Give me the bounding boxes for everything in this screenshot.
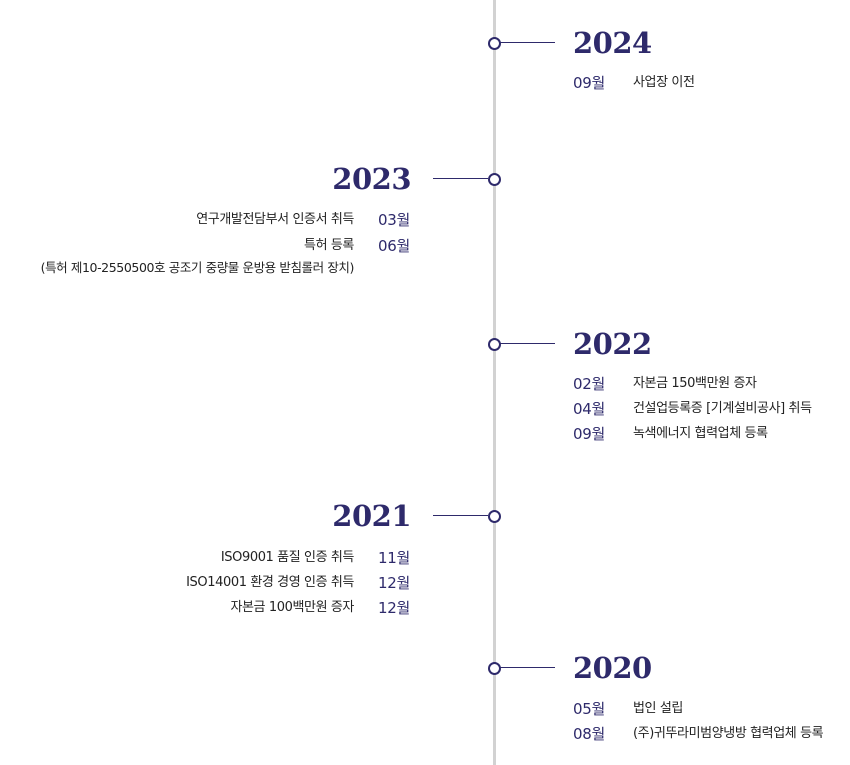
year-heading: 2021 — [332, 499, 411, 533]
timeline-node — [488, 662, 501, 675]
entry-month: 11월 — [378, 549, 410, 567]
entry-text: 자본금 100백만원 증자 — [230, 600, 354, 615]
history-entry: 08월 (주)귀뚜라미범양냉방 협력업체 등록 — [0, 724, 850, 744]
timeline-node — [488, 510, 501, 523]
timeline-node — [488, 37, 501, 50]
entry-text: 사업장 이전 — [633, 75, 695, 90]
entry-month: 04월 — [573, 400, 605, 418]
history-entry: 09월 사업장 이전 — [0, 73, 850, 93]
timeline-node — [488, 173, 501, 186]
history-entry: 03월 연구개발전담부서 인증서 취득 — [0, 210, 850, 230]
year-heading: 2023 — [332, 162, 411, 196]
entry-month: 09월 — [573, 74, 605, 92]
entry-text: 특허 등록 — [304, 238, 354, 253]
entry-month: 12월 — [378, 599, 410, 617]
entry-text: 자본금 150백만원 증자 — [633, 376, 757, 391]
history-entry: 05월 법인 설립 — [0, 699, 850, 719]
history-entry: 06월 특허 등록 — [0, 236, 850, 256]
entry-month: 08월 — [573, 725, 605, 743]
timeline-node — [488, 338, 501, 351]
timeline-connector — [433, 515, 488, 516]
entry-text: (주)귀뚜라미범양냉방 협력업체 등록 — [633, 726, 824, 741]
timeline-connector — [433, 178, 488, 179]
timeline-connector — [500, 667, 555, 668]
history-entry: 09월 녹색에너지 협력업체 등록 — [0, 424, 850, 444]
entry-month: 09월 — [573, 425, 605, 443]
entry-month: 12월 — [378, 574, 410, 592]
entry-month: 03월 — [378, 211, 410, 229]
entry-month: 02월 — [573, 375, 605, 393]
timeline-connector — [500, 343, 555, 344]
entry-text: (특허 제10-2550500호 공조기 중량물 운방용 받침롤러 장치) — [40, 260, 355, 275]
entry-text: 연구개발전담부서 인증서 취득 — [196, 212, 354, 227]
entry-text: 법인 설립 — [633, 701, 683, 716]
entry-text: ISO14001 환경 경영 인증 취득 — [186, 575, 354, 590]
history-entry: 12월 ISO14001 환경 경영 인증 취득 — [0, 573, 850, 593]
entry-text: 녹색에너지 협력업체 등록 — [633, 426, 768, 441]
history-entry: 02월 자본금 150백만원 증자 — [0, 374, 850, 394]
history-entry: 04월 건설업등록증 [기계설비공사] 취득 — [0, 399, 850, 419]
history-entry: (특허 제10-2550500호 공조기 중량물 운방용 받침롤러 장치) — [0, 258, 850, 278]
timeline-axis-line — [493, 0, 496, 765]
history-entry: 12월 자본금 100백만원 증자 — [0, 598, 850, 618]
entry-text: 건설업등록증 [기계설비공사] 취득 — [633, 401, 812, 416]
entry-month: 05월 — [573, 700, 605, 718]
year-heading: 2022 — [573, 327, 652, 361]
year-heading: 2024 — [573, 26, 652, 60]
entry-month: 06월 — [378, 237, 410, 255]
timeline-connector — [500, 42, 555, 43]
history-entry: 11월 ISO9001 품질 인증 취득 — [0, 548, 850, 568]
entry-text: ISO9001 품질 인증 취득 — [220, 550, 355, 565]
year-heading: 2020 — [573, 651, 652, 685]
